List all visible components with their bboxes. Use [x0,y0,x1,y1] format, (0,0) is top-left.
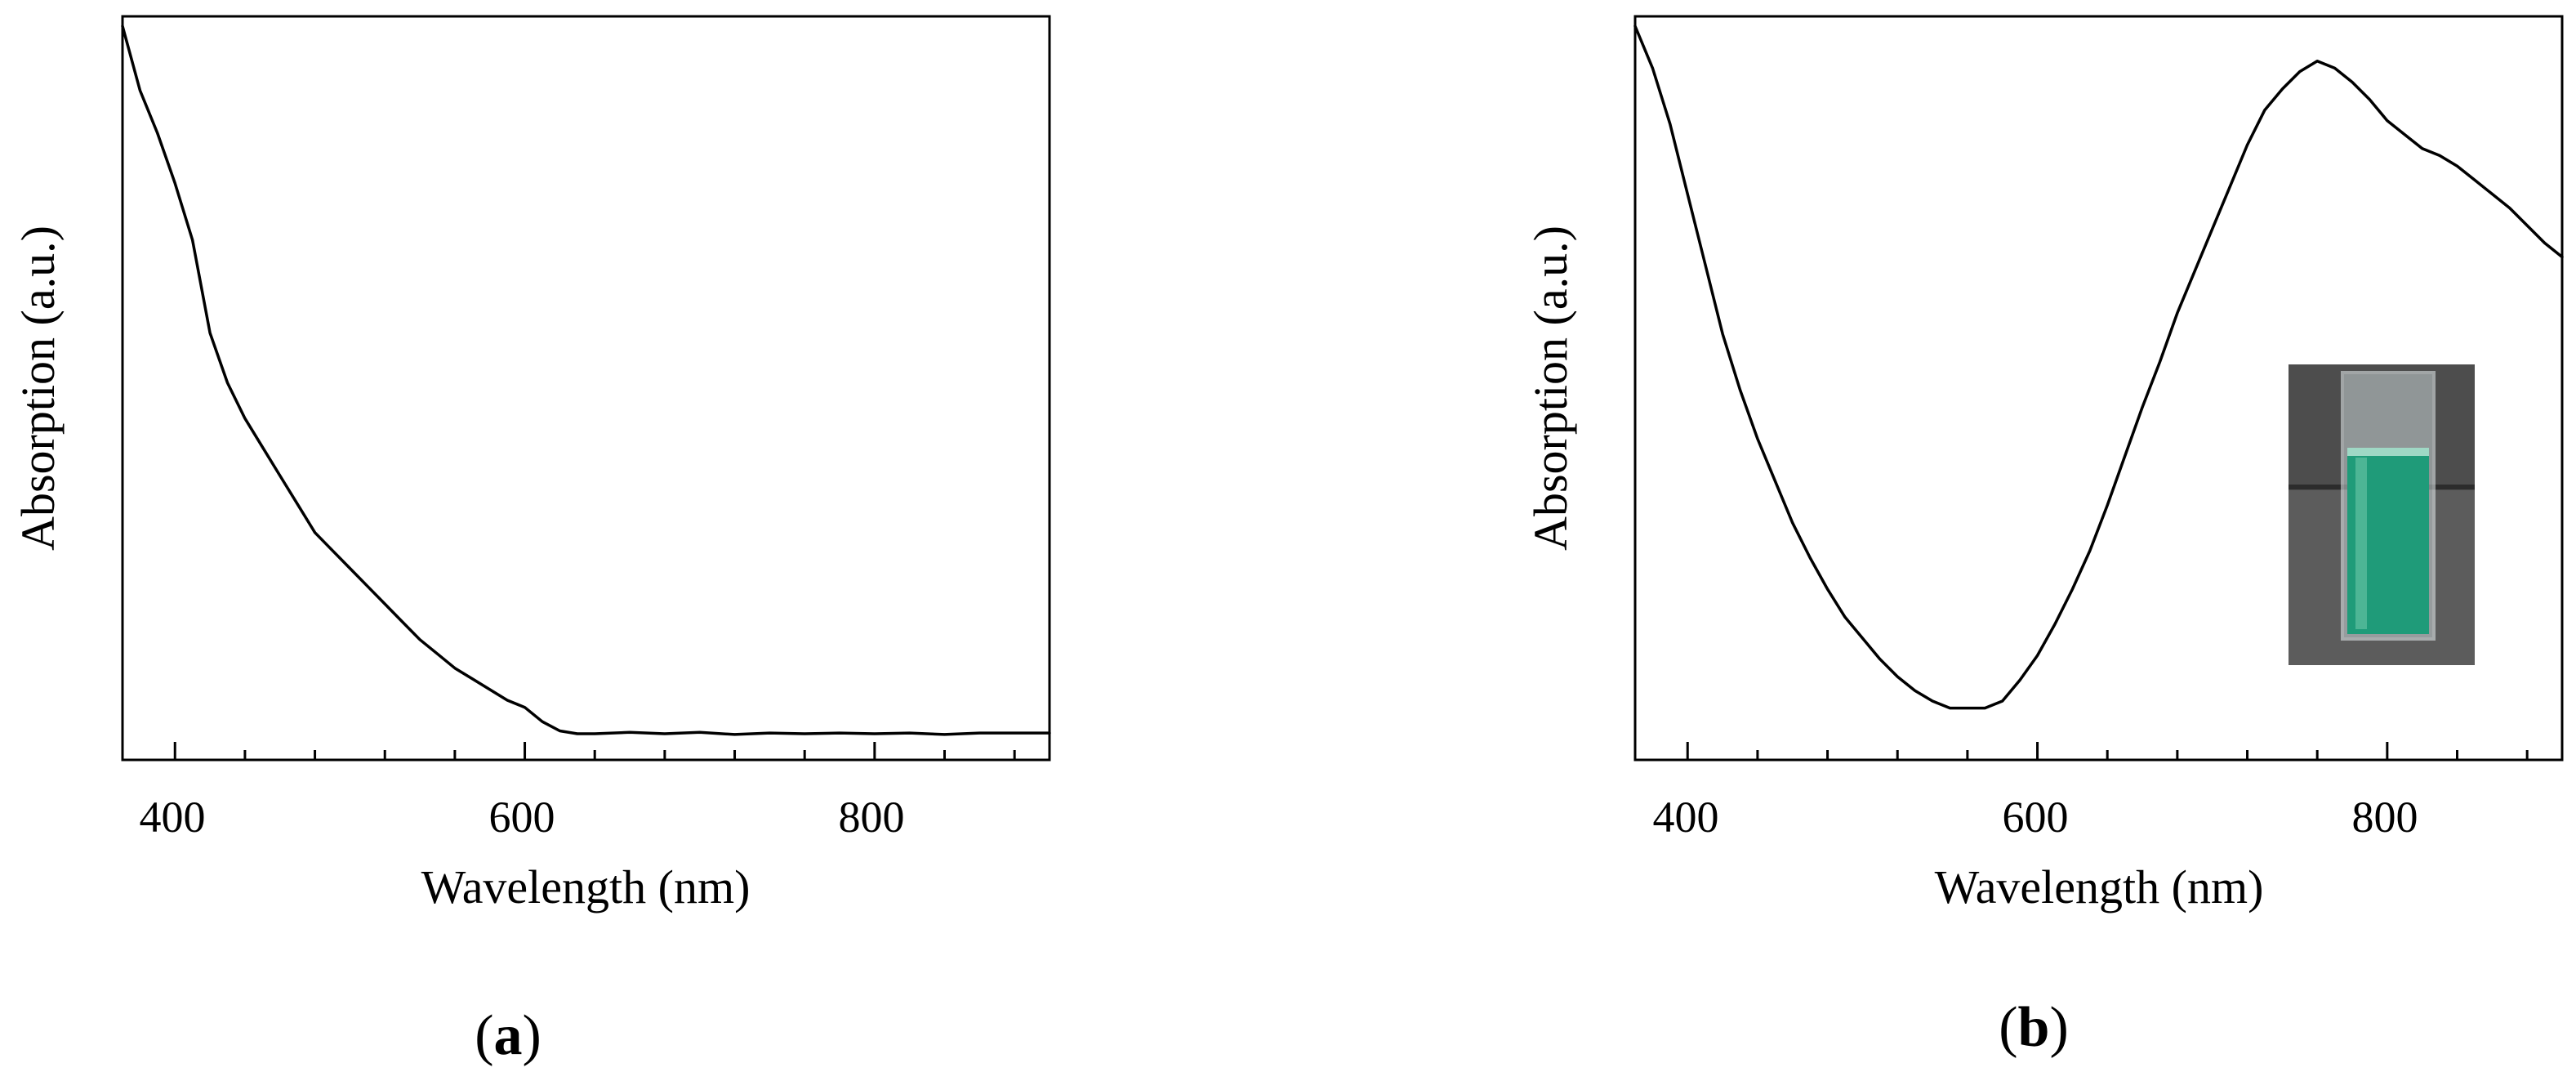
panel-a-plot-frame [121,15,1051,762]
panel-a-xtick-label-800: 800 [839,793,905,842]
panel-a-absorption-curve [121,25,1051,736]
panel-a-x-axis-label: Wavelength (nm) [421,860,751,913]
panel-a-xtick-label-600: 600 [489,793,555,842]
panel-b-x-ticks [1686,742,2529,760]
panel-a-y-axis-label: Absorption (a.u.) [11,226,65,551]
panel-b-x-axis-label: Wavelength (nm) [1935,860,2264,913]
panel-a-xtick-label-400: 400 [140,793,206,842]
panel-a-x-ticks [173,742,1016,760]
cuvette-photo-inset [2289,364,2475,665]
panel-b-y-axis-label: Absorption (a.u.) [1524,226,1577,551]
panel-a-label: (a) [475,1004,541,1067]
panel-b-label: (b) [1999,996,2069,1059]
panel-b-absorption-curve [1633,25,2564,710]
panel-a: 400 600 800 Wavelength (nm) Absorption (… [11,15,1051,1067]
panel-b-plot-frame [1633,15,2564,762]
cuvette-meniscus [2347,448,2429,456]
cuvette-liquid-highlight [2355,458,2367,629]
panel-b-xtick-label-400: 400 [1653,793,1719,842]
panel-b-xtick-label-800: 800 [2352,793,2418,842]
panel-b-xtick-label-600: 600 [2003,793,2069,842]
panel-b: 400 600 800 Wavelength (nm) Absorption (… [1524,15,2564,1059]
